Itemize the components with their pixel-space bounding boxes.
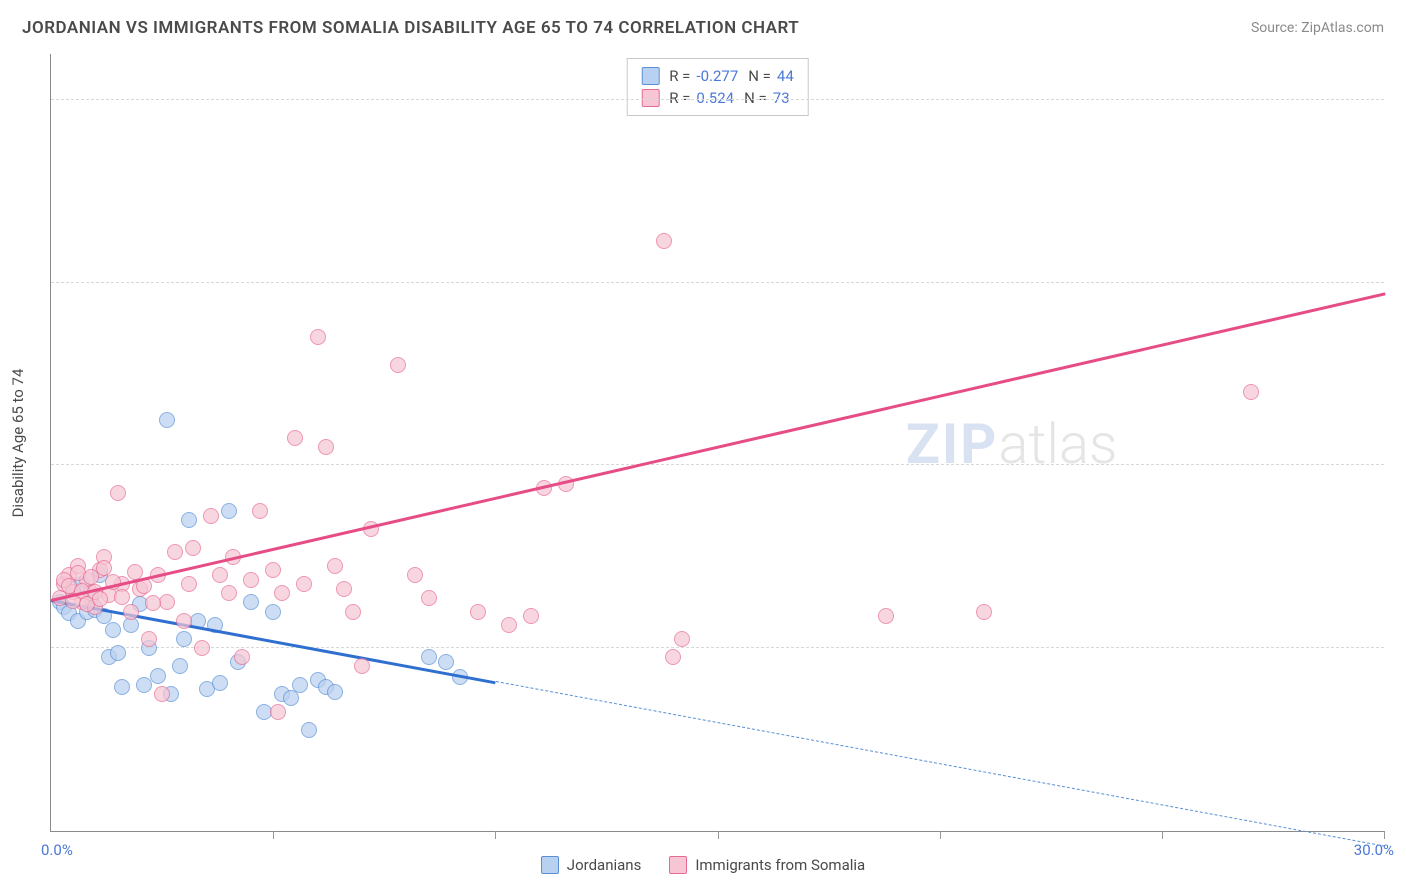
data-point xyxy=(345,604,361,620)
data-point xyxy=(176,631,192,647)
x-tick xyxy=(495,831,496,839)
data-point xyxy=(390,357,406,373)
data-point xyxy=(234,649,250,665)
data-point xyxy=(181,512,197,528)
y-tick-label: 60.0% xyxy=(1396,256,1406,274)
data-point xyxy=(114,589,130,605)
data-point xyxy=(194,640,210,656)
data-point xyxy=(283,690,299,706)
data-point xyxy=(310,329,326,345)
gridline xyxy=(51,464,1384,465)
data-point xyxy=(92,591,108,607)
data-point xyxy=(243,594,259,610)
y-axis-label: Disability Age 65 to 74 xyxy=(9,369,27,518)
y-tick-label: 40.0% xyxy=(1396,438,1406,456)
gridline xyxy=(51,282,1384,283)
x-tick xyxy=(273,831,274,839)
source-attribution: Source: ZipAtlas.com xyxy=(1251,20,1384,36)
legend-label: Immigrants from Somalia xyxy=(695,856,865,874)
x-tick xyxy=(1162,831,1163,839)
n-label: N = 44 xyxy=(748,67,794,85)
data-point xyxy=(243,572,259,588)
data-point xyxy=(292,677,308,693)
legend-label: Jordanians xyxy=(567,856,642,874)
legend-swatch xyxy=(541,856,559,874)
r-value: -0.277 xyxy=(696,67,738,85)
data-point xyxy=(354,658,370,674)
data-point xyxy=(674,631,690,647)
data-point xyxy=(327,558,343,574)
data-point xyxy=(501,617,517,633)
data-point xyxy=(212,675,228,691)
watermark: ZIPatlas xyxy=(906,411,1118,477)
data-point xyxy=(976,604,992,620)
x-tick xyxy=(1384,831,1385,839)
data-point xyxy=(167,544,183,560)
data-point xyxy=(265,562,281,578)
y-tick-label: 20.0% xyxy=(1396,621,1406,639)
data-point xyxy=(212,567,228,583)
data-point xyxy=(523,608,539,624)
data-point xyxy=(296,576,312,592)
data-point xyxy=(252,503,268,519)
data-point xyxy=(181,576,197,592)
data-point xyxy=(665,649,681,665)
data-point xyxy=(221,585,237,601)
data-point xyxy=(274,585,290,601)
trend-line xyxy=(51,292,1386,601)
data-point xyxy=(141,631,157,647)
chart-title: JORDANIAN VS IMMIGRANTS FROM SOMALIA DIS… xyxy=(22,18,799,38)
r-label: R = -0.277 xyxy=(669,67,738,85)
data-point xyxy=(159,412,175,428)
gridline xyxy=(51,99,1384,100)
data-point xyxy=(114,679,130,695)
data-point xyxy=(407,567,423,583)
legend-item: Immigrants from Somalia xyxy=(669,856,865,874)
data-point xyxy=(336,581,352,597)
data-point xyxy=(185,540,201,556)
correlation-stats-box: R = -0.277N = 44R = 0.524N = 73 xyxy=(626,58,809,116)
legend-swatch xyxy=(641,67,659,85)
data-point xyxy=(105,622,121,638)
y-tick-label: 80.0% xyxy=(1396,73,1406,91)
legend-swatch xyxy=(669,856,687,874)
gridline xyxy=(51,647,1384,648)
data-point xyxy=(878,608,894,624)
data-point xyxy=(470,604,486,620)
legend-item: Jordanians xyxy=(541,856,642,874)
data-point xyxy=(96,560,112,576)
data-point xyxy=(656,233,672,249)
x-tick xyxy=(718,831,719,839)
data-point xyxy=(172,658,188,674)
legend: Jordanians Immigrants from Somalia xyxy=(0,856,1406,874)
data-point xyxy=(110,485,126,501)
x-tick xyxy=(940,831,941,839)
data-point xyxy=(301,722,317,738)
data-point xyxy=(110,645,126,661)
data-point xyxy=(421,590,437,606)
n-value: 44 xyxy=(777,67,794,85)
stats-row: R = -0.277 N = 44 xyxy=(641,65,794,87)
plot-canvas: ZIPatlas R = -0.277N = 44R = 0.524N = 73… xyxy=(50,54,1384,832)
data-point xyxy=(176,613,192,629)
data-point xyxy=(287,430,303,446)
data-point xyxy=(145,595,161,611)
data-point xyxy=(318,439,334,455)
data-point xyxy=(1243,384,1259,400)
data-point xyxy=(123,604,139,620)
trend-line-extrapolated xyxy=(496,681,1386,847)
data-point xyxy=(123,617,139,633)
data-point xyxy=(154,686,170,702)
data-point xyxy=(265,604,281,620)
data-point xyxy=(270,704,286,720)
data-point xyxy=(327,684,343,700)
data-point xyxy=(203,508,219,524)
data-point xyxy=(150,668,166,684)
data-point xyxy=(421,649,437,665)
chart-area: Disability Age 65 to 74 ZIPatlas R = -0.… xyxy=(50,54,1384,832)
data-point xyxy=(221,503,237,519)
data-point xyxy=(438,654,454,670)
